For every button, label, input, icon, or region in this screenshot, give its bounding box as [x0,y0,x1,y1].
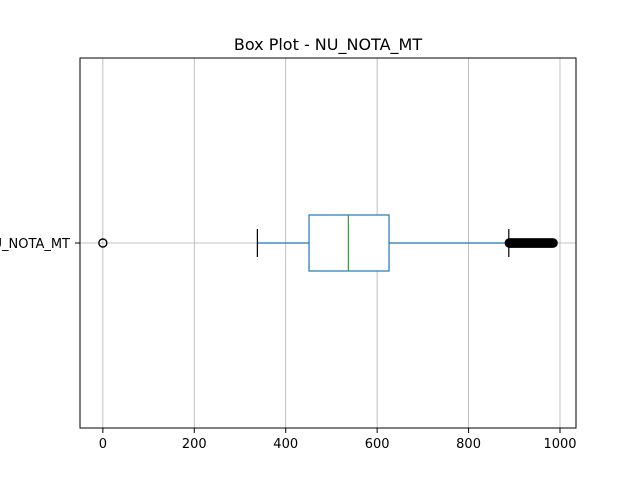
outlier-point [98,238,108,248]
y-axis-ticks: NU_NOTA_MT [0,237,80,252]
x-tick-label: 400 [273,437,298,452]
x-tick-label: 1000 [543,437,576,452]
x-axis-ticks: 0 200 400 600 800 1000 [99,428,577,452]
x-tick-label: 0 [99,437,107,452]
y-tick-label: NU_NOTA_MT [0,237,70,252]
chart-title: Box Plot - NU_NOTA_MT [234,35,422,55]
x-tick-label: 800 [456,437,481,452]
box-plot-layer [98,214,558,272]
x-tick-label: 600 [365,437,390,452]
iqr-box [308,214,390,272]
x-tick-label: 200 [182,437,207,452]
outlier-point [548,238,558,248]
